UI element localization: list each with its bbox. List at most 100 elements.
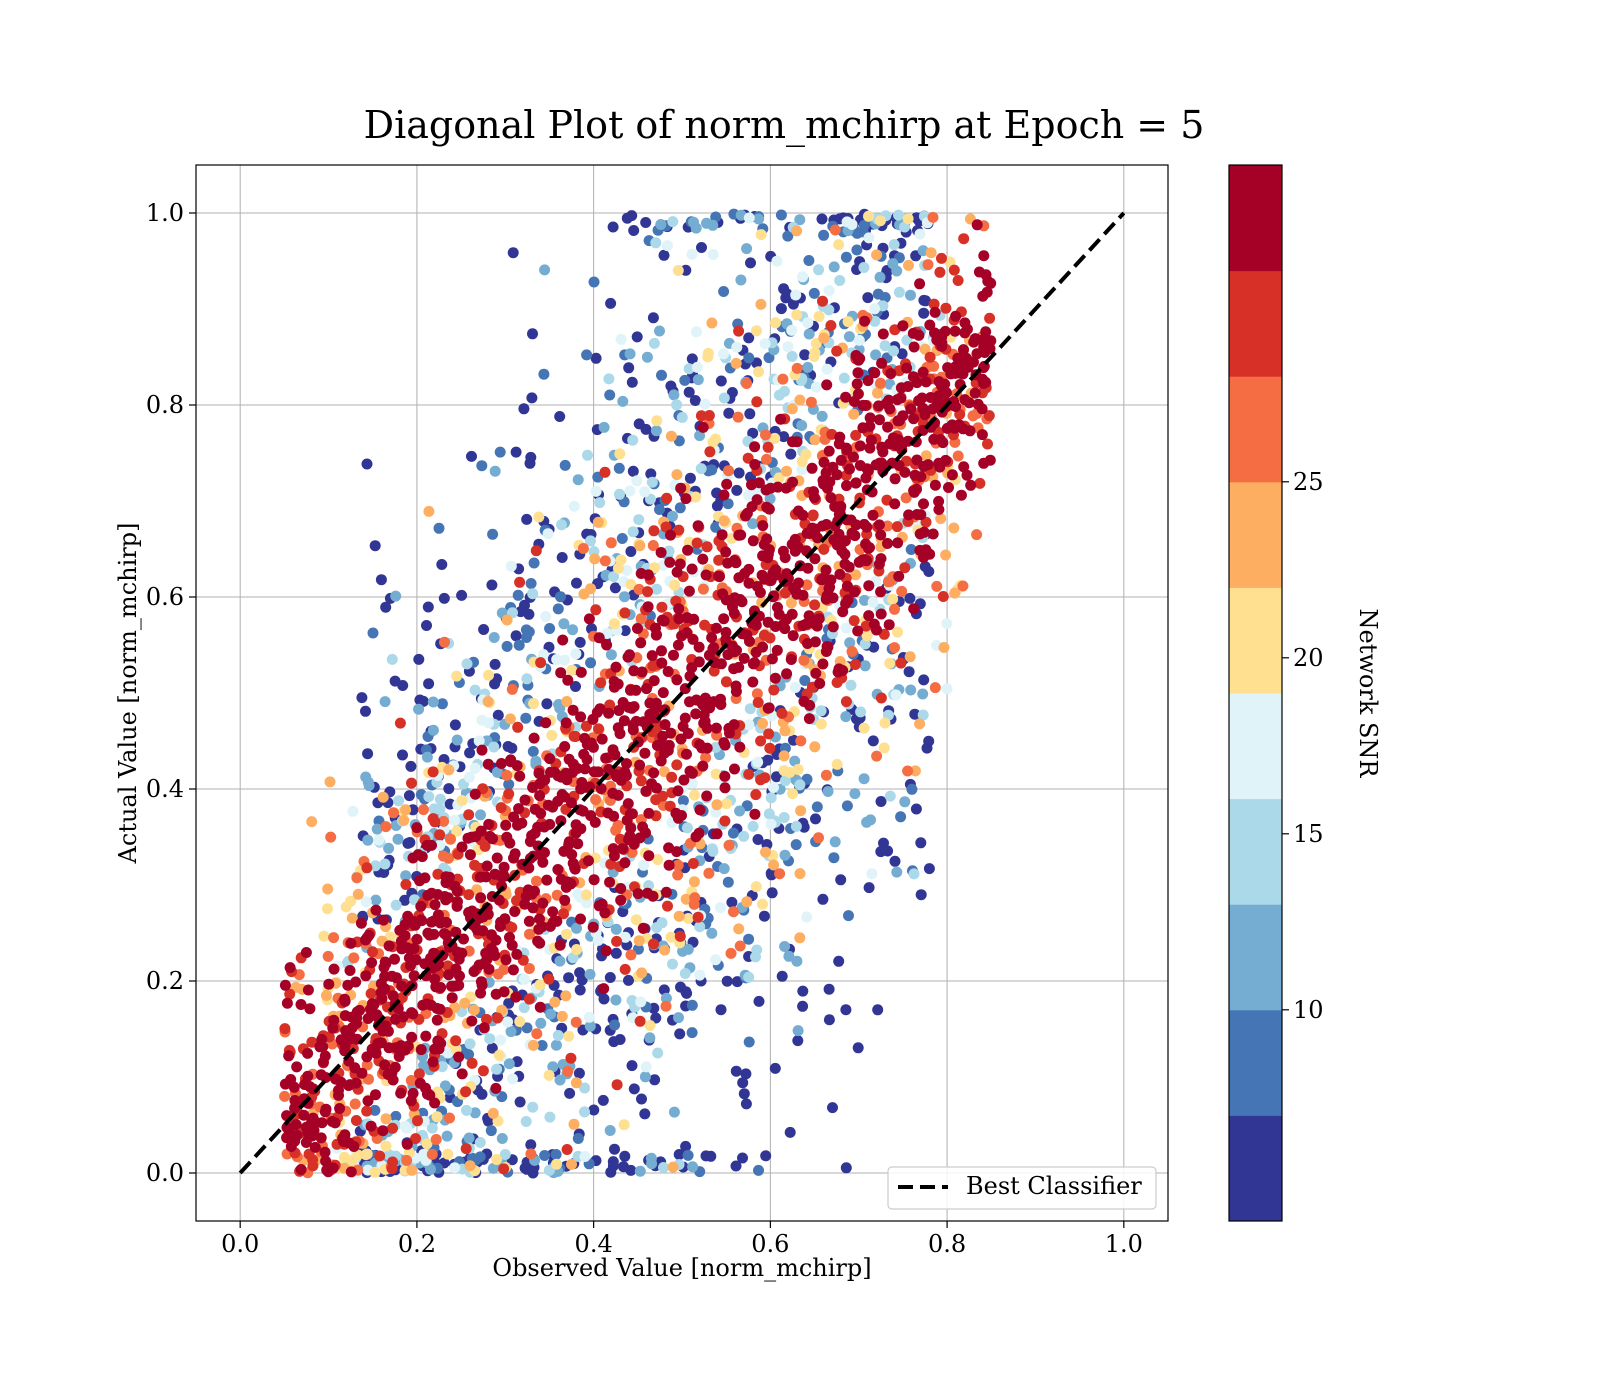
scatter-point	[875, 692, 887, 704]
scatter-point	[603, 373, 615, 385]
scatter-point	[859, 638, 871, 650]
scatter-point	[889, 642, 900, 654]
scatter-point	[732, 411, 744, 423]
scatter-point	[442, 873, 454, 885]
scatter-point	[760, 484, 772, 496]
scatter-point	[820, 564, 832, 576]
scatter-point	[848, 615, 860, 627]
scatter-point	[599, 907, 611, 919]
scatter-point	[958, 344, 969, 356]
scatter-point	[840, 1004, 852, 1016]
scatter-point	[474, 871, 486, 883]
scatter-point	[544, 623, 556, 634]
scatter-point	[441, 917, 452, 928]
scatter-point	[925, 247, 937, 259]
scatter-point	[848, 396, 860, 407]
scatter-point	[791, 225, 803, 237]
legend: Best Classifier	[887, 1166, 1157, 1210]
scatter-point	[891, 521, 903, 533]
scatter-point	[751, 688, 763, 700]
scatter-point	[507, 247, 519, 259]
scatter-point	[738, 1088, 750, 1100]
scatter-point	[916, 392, 928, 404]
scatter-point	[859, 594, 870, 606]
scatter-point	[291, 1129, 303, 1141]
scatter-point	[949, 325, 961, 337]
scatter-point	[394, 717, 406, 729]
scatter-point	[362, 1095, 374, 1107]
scatter-point	[538, 368, 550, 380]
scatter-point	[422, 601, 434, 613]
scatter-point	[469, 762, 481, 774]
scatter-point	[697, 421, 709, 433]
scatter-point	[813, 264, 825, 276]
scatter-point	[483, 669, 494, 681]
scatter-point	[461, 1104, 472, 1116]
scatter-point	[486, 579, 498, 591]
scatter-point	[556, 1010, 568, 1022]
scatter-point	[928, 298, 940, 310]
scatter-point	[736, 596, 748, 608]
scatter-point	[378, 961, 390, 973]
scatter-point	[361, 1105, 373, 1117]
scatter-point	[648, 525, 660, 537]
scatter-point	[784, 1126, 796, 1138]
scatter-point	[491, 852, 503, 864]
scatter-point	[429, 899, 441, 911]
scatter-point	[619, 963, 631, 975]
scatter-point	[807, 509, 819, 521]
scatter-point	[936, 380, 947, 392]
colorbar-band	[1229, 165, 1282, 272]
scatter-point	[423, 505, 435, 517]
scatter-point	[501, 614, 513, 626]
scatter-point	[740, 1068, 752, 1080]
scatter-point	[644, 1032, 656, 1044]
scatter-point	[307, 1112, 319, 1124]
scatter-point	[651, 782, 662, 794]
scatter-point	[315, 1132, 327, 1144]
scatter-point	[615, 554, 627, 566]
scatter-point	[884, 790, 896, 802]
scatter-point	[797, 985, 809, 997]
scatter-point	[540, 717, 552, 729]
scatter-point	[626, 210, 638, 222]
scatter-point	[949, 587, 961, 599]
scatter-point	[309, 1141, 321, 1153]
scatter-point	[721, 975, 733, 987]
scatter-point	[625, 949, 637, 961]
scatter-point	[771, 644, 783, 656]
scatter-point	[675, 733, 687, 745]
scatter-point	[765, 792, 777, 804]
scatter-point	[589, 553, 601, 565]
scatter-point	[509, 848, 521, 860]
scatter-point	[572, 1133, 584, 1144]
scatter-point	[985, 277, 997, 289]
scatter-point	[747, 820, 759, 832]
scatter-point	[387, 990, 399, 1002]
scatter-point	[878, 742, 890, 754]
scatter-point	[284, 962, 296, 974]
scatter-point	[931, 580, 943, 592]
scatter-point	[719, 739, 731, 751]
scatter-point	[980, 269, 992, 281]
scatter-point	[701, 541, 713, 553]
scatter-point	[587, 921, 599, 933]
scatter-point	[831, 345, 843, 357]
scatter-point	[750, 619, 762, 631]
scatter-point	[903, 259, 914, 271]
scatter-point	[728, 906, 739, 918]
scatter-point	[577, 805, 589, 817]
scatter-point	[848, 451, 859, 463]
scatter-point	[811, 620, 823, 632]
scatter-point	[816, 410, 828, 422]
scatter-point	[648, 337, 660, 349]
scatter-point	[947, 367, 959, 379]
scatter-point	[450, 1035, 462, 1047]
scatter-point	[627, 719, 639, 731]
y-tick-label: 1.0	[146, 199, 184, 227]
scatter-point	[802, 317, 814, 329]
scatter-point	[849, 530, 861, 542]
scatter-point	[570, 1077, 582, 1089]
scatter-point	[809, 636, 821, 648]
scatter-point	[648, 938, 659, 950]
